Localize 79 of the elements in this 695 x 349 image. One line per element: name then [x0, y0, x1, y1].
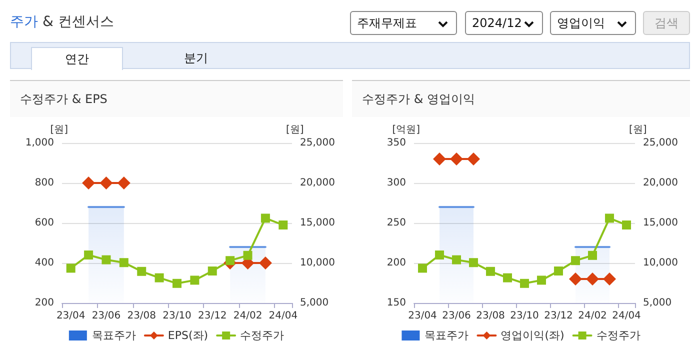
legend-label: 수정주가 — [240, 329, 284, 342]
text: 2024/12 — [465, 11, 543, 35]
y2-tick-label: 20,000 — [300, 178, 335, 188]
y2-tick-label: 10,000 — [643, 258, 678, 268]
point — [137, 266, 146, 276]
point — [66, 264, 76, 273]
point — [208, 266, 217, 276]
y2-tick-label: 25,000 — [643, 138, 678, 148]
y2-tick-label: 5,000 — [643, 298, 672, 308]
point — [503, 273, 512, 282]
y-tick-label: 1,000 — [25, 138, 54, 148]
point — [605, 214, 614, 223]
point — [102, 255, 111, 264]
y-tick-label: 200 — [386, 258, 406, 268]
x-tick-label: 23/10 — [510, 310, 539, 322]
point — [486, 266, 495, 276]
y-tick-label: 350 — [386, 138, 406, 148]
point — [172, 278, 182, 288]
legend-label: 목표주가 — [92, 329, 136, 342]
point — [119, 258, 128, 268]
point — [622, 220, 631, 230]
y-tick-label: 800 — [34, 178, 54, 188]
y-tick-label: 250 — [386, 218, 406, 228]
text: 연간 — [31, 47, 123, 70]
x-tick-label: 23/04 — [408, 310, 437, 322]
text: 주재무제표 — [350, 11, 457, 35]
x-tick-label: 24/02 — [233, 310, 262, 322]
chart-title: 수정주가 & EPS — [10, 81, 343, 117]
y2-tick-label: 15,000 — [300, 218, 335, 228]
text: 영업이익 — [550, 11, 636, 35]
x-tick-label: 23/06 — [92, 310, 121, 322]
point — [84, 250, 94, 260]
y-tick-label: 600 — [34, 218, 54, 228]
y-tick-label: 200 — [34, 298, 54, 308]
text: 주가 & 컨센서스 — [10, 13, 114, 31]
point — [452, 255, 461, 264]
text: 검색 — [643, 11, 690, 35]
point — [154, 273, 164, 282]
y-axis-title: [원] — [50, 124, 68, 136]
point — [278, 220, 288, 230]
point — [243, 250, 252, 260]
y2-axis-title: [원] — [629, 124, 647, 136]
point — [418, 264, 427, 273]
chart-title: 수정주가 & 영업이익 — [352, 81, 690, 117]
y2-tick-label: 10,000 — [300, 258, 335, 268]
y2-tick-label: 5,000 — [300, 298, 329, 308]
point — [520, 278, 529, 288]
y2-tick-label: 20,000 — [643, 178, 678, 188]
point — [190, 276, 200, 285]
x-tick-label: 23/10 — [162, 310, 192, 322]
x-tick-label: 23/12 — [198, 310, 227, 322]
text: 분기 — [183, 50, 209, 67]
y-tick-label: 400 — [34, 258, 54, 268]
legend-label: 영업이익(좌) — [500, 329, 564, 342]
legend-label: 수정주가 — [596, 329, 640, 342]
point — [435, 250, 444, 260]
point — [260, 214, 270, 223]
y2-axis-title: [원] — [286, 124, 304, 136]
y-tick-label: 300 — [386, 178, 406, 188]
x-tick-label: 24/04 — [268, 310, 298, 322]
y2-tick-label: 25,000 — [300, 138, 335, 148]
x-tick-label: 23/04 — [56, 310, 86, 322]
point — [469, 258, 478, 268]
x-tick-label: 23/12 — [544, 310, 573, 322]
x-tick-label: 23/06 — [442, 310, 471, 322]
point — [226, 256, 235, 266]
point — [588, 250, 597, 260]
point — [571, 256, 580, 266]
y-axis-title: [억원] — [392, 124, 420, 136]
x-tick-label: 24/04 — [612, 310, 641, 322]
legend-label: 목표주가 — [424, 329, 469, 342]
y2-tick-label: 15,000 — [643, 218, 678, 228]
x-tick-label: 24/02 — [578, 310, 607, 322]
point — [554, 266, 563, 276]
legend-label: EPS(좌) — [168, 329, 208, 342]
x-tick-label: 23/08 — [127, 310, 156, 322]
point — [537, 276, 546, 285]
x-tick-label: 23/08 — [476, 310, 505, 322]
y-tick-label: 150 — [386, 298, 406, 308]
